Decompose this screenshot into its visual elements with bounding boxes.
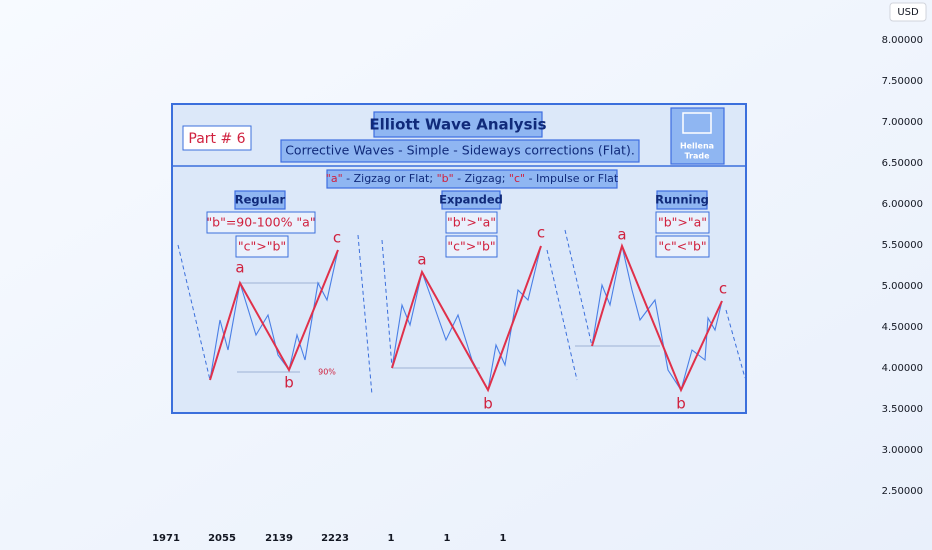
note: 90% [318,368,336,377]
logo-icon [682,112,712,134]
subtitle: Corrective Waves - Simple - Sideways cor… [285,143,635,158]
rule-box [206,211,316,234]
wave-label: c [719,280,727,298]
wave-label: c [537,224,545,242]
dashed-arrow [381,239,393,369]
title: Elliott Wave Analysis [369,116,546,134]
dashed-arrow [725,309,746,379]
rule: "c"<"b" [658,239,706,254]
price-label: 4.50000 [882,322,923,333]
rule: "b"=90-100% "a" [206,215,315,230]
pattern-header-box [656,190,708,210]
time-label: 1 [388,533,395,544]
wave-line [591,243,723,393]
rule-box [445,235,498,258]
pattern-header-box [441,190,501,210]
wave-label: b [483,395,493,413]
rule-box [655,235,710,258]
legend-part: - Impulse or Flat [525,172,619,185]
pattern-name: Expanded [439,193,503,207]
legend-part: "c" [509,172,525,185]
price-label: 2.50000 [882,486,923,497]
pattern-name: Running [655,193,709,207]
subtitle-box [280,139,640,163]
price-label: 8.00000 [882,35,923,46]
wave-label: a [235,259,244,277]
wave-label: b [676,395,686,413]
rule-box [235,235,289,258]
dashed-arrow [564,229,593,347]
wave-label: a [417,251,426,269]
currency[interactable]: USD [897,7,919,18]
price-path [591,245,723,392]
rule: "c">"b" [447,239,495,254]
price-label: 5.50000 [882,240,923,251]
rule: "b">"a" [658,215,707,230]
price-label: 6.50000 [882,158,923,169]
price-label: 7.50000 [882,76,923,87]
legend-box [326,169,618,189]
dashed-arrow [546,249,578,381]
dashed-arrow [177,244,211,381]
legend-part: "a" [326,172,343,185]
logo-box [670,107,725,165]
time-label: 2055 [208,533,236,544]
time-label: 1971 [152,533,180,544]
legend-part: - Zigzag; [454,172,509,185]
wave-line [209,249,339,381]
wave-line [391,245,542,393]
legend-part: "b" [437,172,454,185]
part: Part # 6 [188,131,245,147]
price-label: 6.00000 [882,199,923,210]
price-path [209,249,339,381]
currency-button[interactable] [889,2,927,22]
time-label: 1 [444,533,451,544]
time-label: 1 [500,533,507,544]
rule-box [655,211,710,234]
price-label: 4.00000 [882,363,923,374]
rule: "b">"a" [447,215,496,230]
wave-label: b [284,374,294,392]
title-box [373,111,543,138]
price-label: 3.50000 [882,404,923,415]
pattern-header-box [234,190,286,210]
price-label: 3.00000 [882,445,923,456]
part-box [182,125,252,151]
rule-box [445,211,498,234]
time-label: 2223 [321,533,349,544]
price-label: 7.00000 [882,117,923,128]
wave-label: c [333,229,341,247]
dashed-arrow [357,234,373,396]
pattern-name: Regular [235,193,286,207]
logo-line: Trade [684,152,710,161]
wave-label: a [617,226,626,244]
time-label: 2139 [265,533,293,544]
logo-line: Hellena [680,142,714,151]
legend: "a" - Zigzag or Flat; "b" - Zigzag; "c" … [326,172,619,185]
price-label: 5.00000 [882,281,923,292]
rule: "c">"b" [238,239,286,254]
legend-part: - Zigzag or Flat; [343,172,437,185]
price-path [391,245,542,392]
